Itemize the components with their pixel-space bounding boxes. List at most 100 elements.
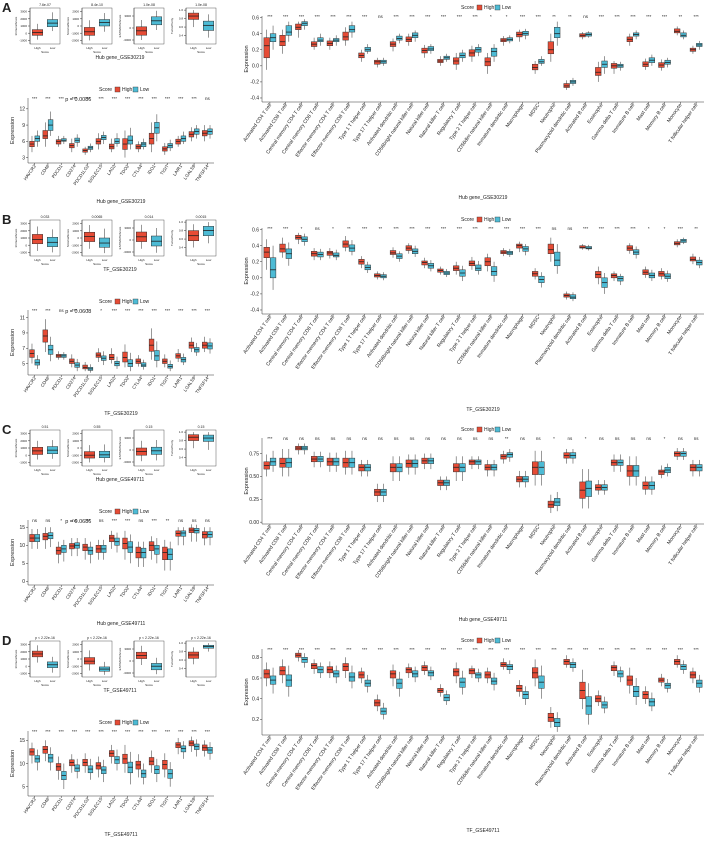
x-tick-label: Activated CD4 T cell [242,736,273,776]
x-axis-label: TF_GSE49711 [467,828,500,834]
box [626,675,633,686]
legend-title: Score [461,427,474,433]
significance-label: *** [394,14,400,19]
y-axis-label: StromalScore [66,439,70,458]
y-axis-label: StromalScore [66,229,70,248]
y-axis-label: TumorPurity [170,17,174,34]
significance-label: ** [166,518,170,523]
significance-label: * [100,308,102,313]
legend-label: High [484,217,495,223]
significance-label: ** [505,436,509,441]
y-axis-label: Expression [244,45,250,72]
significance-label: ns [583,14,589,19]
y-tick-label: -0.4 [250,308,259,314]
y-tick-label: -1000 [71,453,79,457]
y-tick-label: 0 [129,659,131,663]
x-tick-label: TIGIT [159,164,170,176]
significance-label: *** [85,518,91,523]
significance-label: ns [394,436,400,441]
y-axis-label: Expression [244,257,250,284]
x-tick-label: High [190,679,197,683]
box [364,47,371,52]
y-tick-label: -3000 [123,460,131,464]
legend-label: High [484,427,495,433]
x-axis-label: Score [145,472,153,476]
significance-label: * [648,226,650,231]
significance-label: *** [152,96,158,101]
significance-label: ns [489,436,495,441]
y-tick-label: 0.75 [249,451,259,457]
y-tick-label: 2000 [20,650,27,654]
y-tick-label: 0.8 [252,655,259,661]
x-tick-label: LAG3 [106,375,117,388]
y-tick-label: 0.6 [252,227,259,233]
x-tick-label: TIGIT [159,797,170,809]
y-tick-label: -3000 [123,250,131,254]
x-tick-label: PDCD1 [51,796,64,812]
legend-swatch [114,86,121,93]
legend-title: Score [99,720,112,726]
y-tick-label: 0.6 [179,237,184,241]
y-tick-label: 0.8 [179,17,184,21]
x-tick-label: CD48 [40,375,51,388]
significance-label: *** [583,647,589,652]
y-axis-label: ESTIMATEScore [118,226,122,249]
box [427,46,434,51]
significance-label: * [553,436,555,441]
box [490,47,498,57]
y-tick-label: 0.00 [249,520,259,526]
x-tick-label: Activated CD8 T cell [258,103,289,143]
box [522,31,529,36]
box [689,464,697,472]
legend-swatch [114,508,121,515]
significance-label: *** [178,308,184,313]
box [389,463,397,473]
significance-label: *** [283,647,289,652]
legend-swatch [132,86,139,93]
x-axis-label: Score [197,472,205,476]
legend-label: Low [140,299,150,305]
y-tick-label: 1000 [20,657,27,661]
legend-swatch [494,4,501,11]
box [538,461,545,475]
significance-label: *** [457,14,463,19]
significance-label: *** [425,647,431,652]
y-axis-label: Expression [10,117,16,144]
x-tick-label: CD48 [40,585,51,598]
x-tick-label: TNFSF14 [194,585,210,604]
x-tick-label: High [34,679,41,683]
y-tick-label: -1000 [71,31,79,35]
plot-title: p < 2.22e-16 [35,636,55,640]
legend-label: Low [502,427,512,433]
significance-label: *** [630,226,636,231]
y-tick-label: 1000 [72,17,79,21]
y-tick-label: 0 [129,238,131,242]
box [689,256,697,262]
legend-swatch [132,508,139,515]
panel-caption: Hub gene_GSE49711 [96,477,145,483]
x-axis-label: Score [41,683,49,687]
significance-label: *** [362,226,368,231]
panel-caption: TF_GSE30219 [103,267,137,273]
significance-label: *** [45,308,51,313]
box [396,35,403,41]
x-tick-label: Low [154,46,160,50]
legend-title: Score [461,5,474,11]
significance-label: *** [59,729,65,734]
legend-swatch [476,4,483,11]
y-axis-label: Expression [244,678,250,705]
x-axis-label: Hub gene_GSE30219 [459,195,508,201]
x-tick-label: Low [102,258,108,262]
box [532,461,539,475]
significance-label: ns [410,436,416,441]
x-tick-label: High [86,46,93,50]
significance-label: *** [165,729,171,734]
box [269,257,277,279]
significance-label: *** [567,647,573,652]
significance-label: *** [45,96,51,101]
legend-label: Low [140,720,150,726]
legend-label: Low [502,5,512,11]
significance-label: *** [693,14,699,19]
y-tick-label: -1000 [19,38,27,42]
box [547,243,554,254]
